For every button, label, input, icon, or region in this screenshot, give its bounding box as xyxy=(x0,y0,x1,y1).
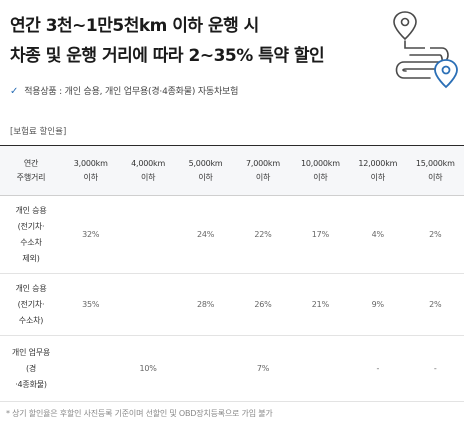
row-label: 개인 업무용 (경 ·4종화물) xyxy=(11,347,51,389)
applicable-products: ✓ 적용상품 : 개인 승용, 개인 업무용(경·4종화물) 자동차보험 xyxy=(10,84,238,97)
rate-cell: 32% xyxy=(82,230,100,239)
rate-cell xyxy=(119,196,176,274)
rate-cell: 35% xyxy=(82,300,100,309)
table-row: 개인 승용 (전기차· 수소차) 35% 28% 26% 21% 9% 2% xyxy=(0,274,464,336)
rate-cell: 24% xyxy=(196,230,215,239)
rate-cell xyxy=(119,274,176,336)
rate-cell: - xyxy=(433,364,437,373)
table-row: 개인 승용 (전기차· 수소차 제외) 32% 24% 22% 17% 4% 2… xyxy=(0,196,464,274)
rate-cell: 2% xyxy=(429,300,442,309)
discount-rate-table: 연간 주행거리 3,000km 이하 4,000km 이하 5,000km 이하 7,… xyxy=(0,145,464,402)
rate-cell xyxy=(62,336,119,402)
headline: 연간 3천~1만5천km 이하 운행 시 차종 및 운행 거리에 따라 2~35… xyxy=(10,14,340,68)
header-10000km: 10,000km 이하 xyxy=(300,158,340,182)
rate-cell xyxy=(292,336,349,402)
row-label: 개인 승용 (전기차· 수소차 제외) xyxy=(15,205,47,263)
rate-cell: 28% xyxy=(196,300,215,309)
header-4000km: 4,000km 이하 xyxy=(131,158,166,182)
footnote: * 상기 할인율은 후할인 사진등록 기준이며 선할인 및 OBD장치등록으로 … xyxy=(6,409,273,418)
rate-table-title: [보험료 할인율] xyxy=(10,127,67,137)
headline-line-1: 연간 3천~1만5천km 이하 운행 시 xyxy=(10,16,259,36)
row-label: 개인 승용 (전기차· 수소차) xyxy=(15,283,47,325)
headline-line-2: 차종 및 운행 거리에 따라 2~35% 특약 할인 xyxy=(10,46,325,66)
rate-cell: 10% xyxy=(139,364,157,373)
rate-cell: 7% xyxy=(256,364,270,373)
rate-cell: 22% xyxy=(254,230,272,239)
rate-cell: 9% xyxy=(371,300,384,309)
rate-cell: 26% xyxy=(254,300,272,309)
header-12000km: 12,000km 이하 xyxy=(358,158,398,182)
check-icon: ✓ xyxy=(10,86,19,97)
header-3000km: 3,000km 이하 xyxy=(73,158,108,182)
header-15000km: 15,000km 이하 xyxy=(415,158,455,182)
table-row: 개인 업무용 (경 ·4종화물) 10% 7% - - xyxy=(0,336,464,402)
header-5000km: 5,000km 이하 xyxy=(188,158,223,182)
rate-cell: 4% xyxy=(371,230,384,239)
header-annual-mileage: 연간 주행거리 xyxy=(16,158,46,182)
rate-cell: 21% xyxy=(311,300,329,309)
rate-cell: 17% xyxy=(311,230,329,239)
header-7000km: 7,000km 이하 xyxy=(246,158,280,182)
table-header-row: 연간 주행거리 3,000km 이하 4,000km 이하 5,000km 이하 7,… xyxy=(0,145,464,196)
applicable-products-text: 적용상품 : 개인 승용, 개인 업무용(경·4종화물) 자동차보험 xyxy=(24,87,239,97)
rate-cell xyxy=(177,336,234,402)
route-map-pin-icon xyxy=(393,11,458,89)
rate-cell: 2% xyxy=(429,230,442,239)
rate-cell: - xyxy=(376,364,380,373)
